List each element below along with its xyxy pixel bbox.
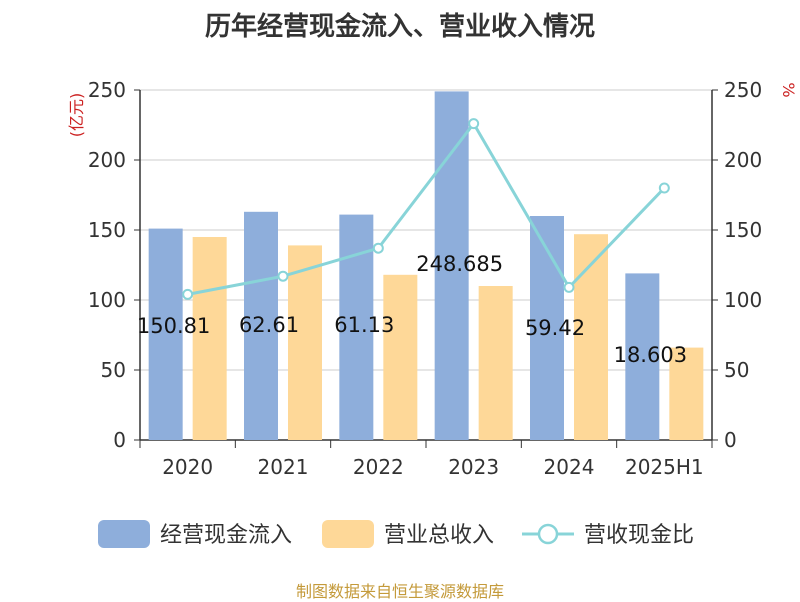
right-tick-label: 250 xyxy=(724,78,762,102)
revenue-bar xyxy=(478,286,513,440)
cashflow-bar xyxy=(434,91,469,441)
legend-marker-ratio xyxy=(537,523,559,545)
revenue-bar xyxy=(288,245,322,440)
right-tick-label: 50 xyxy=(724,358,749,382)
right-tick-label: 200 xyxy=(724,148,762,172)
legend-label-cashflow: 经营现金流入 xyxy=(160,523,292,548)
cashflow-bar xyxy=(625,273,660,440)
ratio-point xyxy=(277,270,289,282)
x-category-label: 2020 xyxy=(162,455,213,479)
legend: 经营现金流入 营业总收入 营收现金比 xyxy=(98,520,694,548)
data-label: 248.685 xyxy=(416,252,503,276)
right-tick-label: 100 xyxy=(724,288,762,312)
x-category-label: 2021 xyxy=(258,455,309,479)
revenue-bar xyxy=(574,234,608,440)
cashflow-bar xyxy=(530,216,564,440)
x-category-label: 2025H1 xyxy=(625,455,704,479)
revenue-bar xyxy=(669,347,704,440)
data-label: 61.13 xyxy=(334,313,394,337)
legend-label-ratio: 营收现金比 xyxy=(584,523,694,548)
ratio-line-path xyxy=(187,120,666,296)
chart-title: 历年经营现金流入、营业收入情况 xyxy=(204,12,595,42)
legend-label-revenue: 营业总收入 xyxy=(384,523,494,548)
right-tick-label: 0 xyxy=(724,428,737,452)
left-tick-label: 200 xyxy=(88,148,126,172)
revenue-bar xyxy=(192,237,227,440)
x-category-label: 2023 xyxy=(448,455,499,479)
legend-swatch-cashflow xyxy=(98,520,150,548)
x-category-label: 2024 xyxy=(544,455,595,479)
data-label: 59.42 xyxy=(525,316,585,340)
gridlines xyxy=(140,89,712,371)
data-label: 62.61 xyxy=(239,313,299,337)
left-axis-unit: (亿元) xyxy=(67,93,86,138)
right-axis-unit: % xyxy=(779,82,798,97)
source-footer: 制图数据来自恒生聚源数据库 xyxy=(295,582,504,601)
data-label: 18.603 xyxy=(614,343,687,367)
ratio-point xyxy=(563,281,575,293)
bars xyxy=(148,91,704,441)
left-tick-label: 100 xyxy=(88,288,126,312)
left-tick-label: 250 xyxy=(88,78,126,102)
legend-swatch-revenue xyxy=(322,520,374,548)
cashflow-bar xyxy=(148,228,183,440)
data-label: 150.81 xyxy=(137,314,210,338)
ratio-point xyxy=(182,288,194,300)
left-tick-label: 0 xyxy=(113,428,126,452)
ratio-line xyxy=(182,118,670,300)
ratio-point xyxy=(372,242,384,254)
ratio-point xyxy=(658,182,670,194)
revenue-bar xyxy=(383,274,418,440)
ratio-point xyxy=(468,118,480,130)
right-tick-label: 150 xyxy=(724,218,762,242)
left-tick-label: 50 xyxy=(101,358,126,382)
data-labels: 150.81 62.61 61.13 248.685 59.42 18.603 xyxy=(137,252,687,367)
left-tick-label: 150 xyxy=(88,218,126,242)
x-category-label: 2022 xyxy=(353,455,404,479)
cashflow-bar xyxy=(244,211,278,440)
